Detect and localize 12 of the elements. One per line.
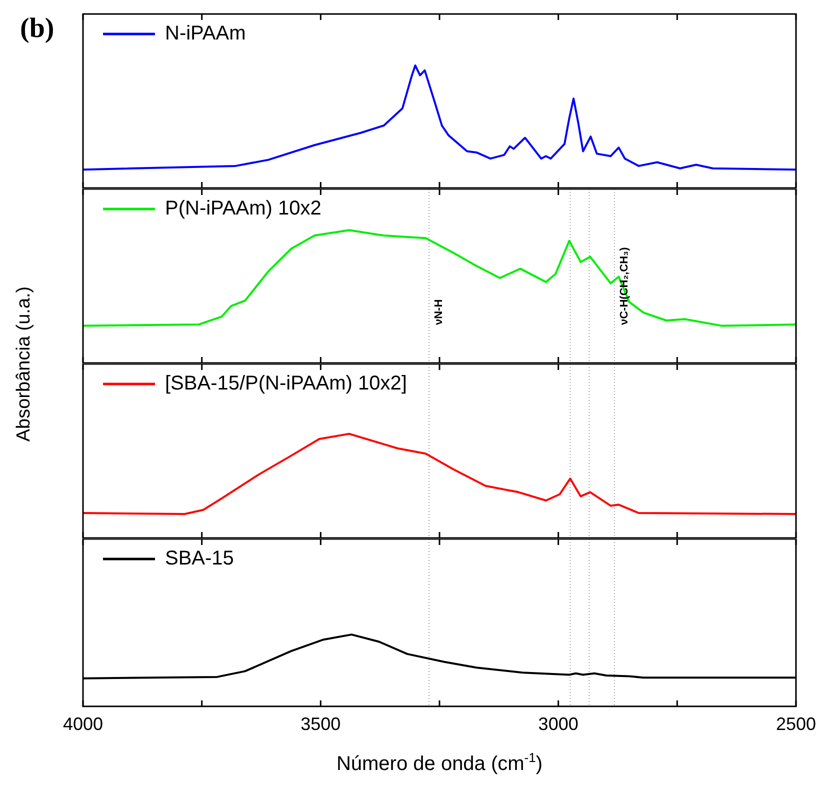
x-tick-label: 4000 <box>62 714 104 734</box>
legend-label: [SBA-15/P(N-iPAAm) 10x2] <box>165 372 407 395</box>
legend-label: N-iPAAm <box>165 22 246 45</box>
legend-label: SBA-15 <box>165 548 234 570</box>
x-tick-label: 2500 <box>776 714 816 734</box>
x-tick-label: 3000 <box>538 714 578 734</box>
y-axis-title: Absorbância (u.a.) <box>14 286 36 442</box>
ref-line-label: νC-H(CH₂,CH₃) <box>618 246 630 325</box>
x-tick-label: 3500 <box>300 714 341 734</box>
legend-label: P(N-iPAAm) 10x2 <box>165 198 322 220</box>
text: (b) <box>20 13 54 44</box>
ref-line-label: νN-H <box>433 299 446 325</box>
